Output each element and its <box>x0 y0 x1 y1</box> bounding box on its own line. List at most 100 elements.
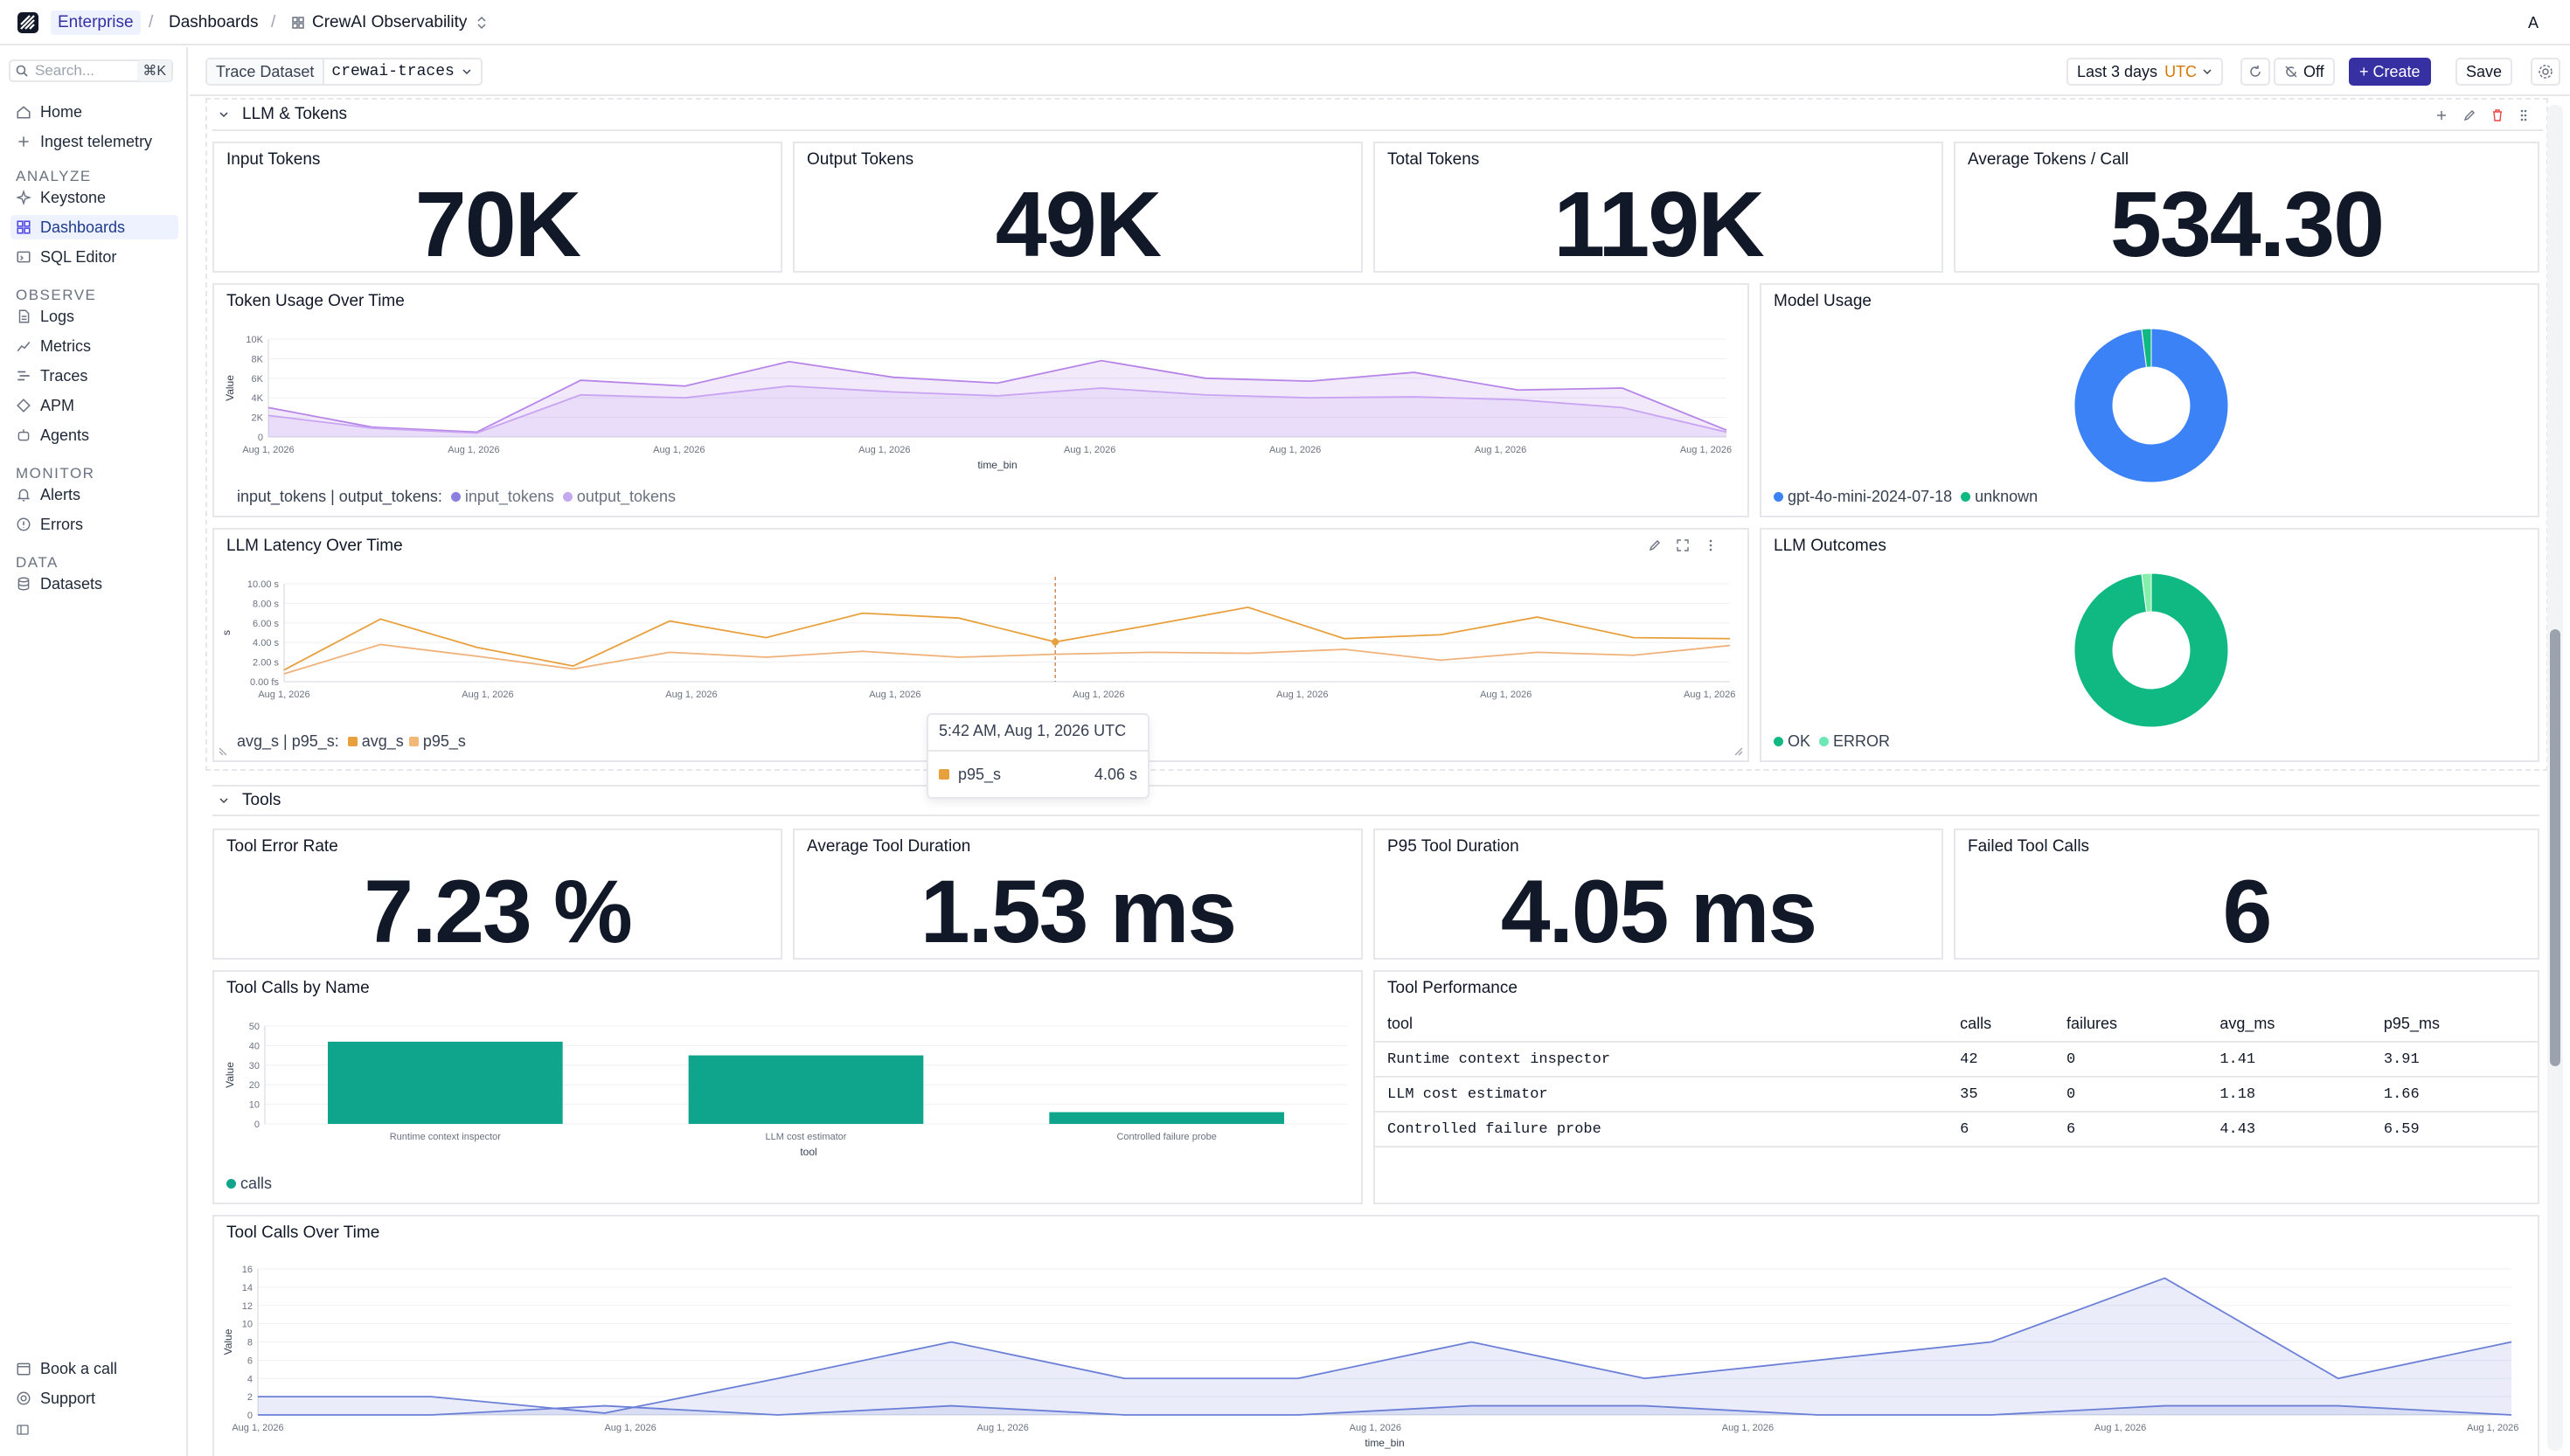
tool-calls-over-time-chart[interactable]: 0 2 4 6 8 10 12 14 16 Aug 1, 2026 Aug 1, 2026 Aug 1… <box>214 1253 2538 1456</box>
avatar[interactable]: A <box>2528 0 2539 45</box>
series-line-input_tokens[interactable] <box>267 359 1727 433</box>
stat-panel-avg-tokens[interactable]: Average Tokens / Call 534.30 <box>1954 142 2539 276</box>
sidebar-item-home[interactable]: Home <box>10 100 178 124</box>
chart-panel-llm-outcomes[interactable]: LLM Outcomes OK ERROR <box>1760 528 2539 762</box>
expand-icon[interactable] <box>1676 538 1690 552</box>
legend-unknown[interactable]: unknown <box>1975 488 2039 505</box>
pencil-icon[interactable] <box>2462 108 2476 122</box>
series-area-output_tokens <box>268 385 1726 437</box>
sidebar-item-label: Datasets <box>40 574 103 593</box>
table-panel-tool-performance[interactable]: Tool Performance tool calls failures avg_ms… <box>1373 970 2539 1204</box>
legend-output-tokens[interactable]: output_tokens <box>576 488 677 505</box>
legend-ok[interactable]: OK <box>1788 732 1811 750</box>
legend-error[interactable]: ERROR <box>1833 732 1891 750</box>
legend-p95-s[interactable]: p95_s <box>422 732 466 750</box>
slice-gpt-4o-mini-2024-07-18[interactable] <box>2073 328 2229 483</box>
llm-outcomes-donut[interactable] <box>2064 563 2239 738</box>
table-cell: 6.59 <box>2371 1112 2538 1147</box>
stat-panel-avg-tool-duration[interactable]: Average Tool Duration 1.53 ms <box>793 829 1363 961</box>
series-line-avg_s[interactable] <box>283 643 1731 675</box>
bar-llm-cost-estimator[interactable] <box>688 1055 924 1124</box>
bar-runtime-context-inspector[interactable] <box>328 1041 563 1124</box>
sidebar-item-book-a-call[interactable]: Book a call <box>10 1356 178 1381</box>
chart-panel-tool-calls-over-time[interactable]: Tool Calls Over Time 0 2 4 6 8 10 12 14 16 Aug 1,… <box>212 1215 2539 1456</box>
hover-point[interactable] <box>1052 638 1059 646</box>
group-header-tools[interactable]: Tools <box>212 785 2539 816</box>
sidebar-item-traces[interactable]: Traces <box>10 364 178 388</box>
collapse-sidebar-button[interactable] <box>16 1423 30 1437</box>
sidebar-item-logs[interactable]: Logs <box>10 304 178 329</box>
plus-icon[interactable] <box>2435 108 2448 122</box>
table-row[interactable]: LLM cost estimator 35 0 1.18 1.66 <box>1375 1077 2538 1113</box>
scrollbar-track[interactable] <box>2547 105 2563 1451</box>
trash-icon[interactable] <box>2490 108 2504 122</box>
sidebar-item-datasets[interactable]: Datasets <box>10 572 178 596</box>
resize-handle-icon[interactable] <box>218 746 228 757</box>
sparkle-icon <box>16 190 31 205</box>
auto-refresh-toggle[interactable]: Off <box>2274 58 2335 86</box>
sidebar-item-agents[interactable]: Agents <box>10 423 178 447</box>
chart-panel-model-usage[interactable]: Model Usage gpt-4o-mini-2024-07-18 unkno… <box>1760 283 2539 517</box>
org-switcher[interactable]: Enterprise <box>51 10 141 35</box>
group-header-llm[interactable]: LLM & Tokens <box>212 100 2543 131</box>
y-axis-label: Value <box>224 1062 236 1088</box>
table-row[interactable]: Runtime context inspector 42 0 1.41 3.91 <box>1375 1042 2538 1078</box>
legend-input-tokens[interactable]: input_tokens <box>464 488 554 505</box>
sidebar-item-errors[interactable]: Errors <box>10 512 178 537</box>
chart-panel-token-usage[interactable]: Token Usage Over Time 0 2K 4K 6K 8K 10K Aug 1,… <box>212 283 1749 517</box>
more-vertical-icon[interactable] <box>1704 538 1718 552</box>
sidebar-item-label: Metrics <box>40 336 91 355</box>
legend-avg-s[interactable]: avg_s <box>361 732 404 750</box>
table-row[interactable]: Controlled failure probe 6 6 4.43 6.59 <box>1375 1112 2538 1147</box>
sidebar-item-apm[interactable]: APM <box>10 393 178 418</box>
resize-handle-icon[interactable] <box>1733 746 1744 757</box>
drag-handle-icon[interactable] <box>2517 108 2531 122</box>
legend-gpt[interactable]: gpt-4o-mini-2024-07-18 <box>1788 488 1953 505</box>
stat-panel-failed-tool-calls[interactable]: Failed Tool Calls 6 <box>1954 829 2539 961</box>
time-range-picker[interactable]: Last 3 days UTC <box>2066 58 2224 86</box>
pencil-icon[interactable] <box>1648 538 1662 552</box>
column-header[interactable]: calls <box>1948 1007 2054 1043</box>
dataset-selector[interactable]: Trace Dataset crewai-traces <box>205 58 483 86</box>
column-header[interactable]: avg_ms <box>2207 1007 2372 1043</box>
column-header[interactable]: failures <box>2053 1007 2208 1043</box>
stat-panel-tool-error-rate[interactable]: Tool Error Rate 7.23 % <box>212 829 782 961</box>
logo[interactable] <box>16 0 40 45</box>
column-header[interactable]: tool <box>1375 1007 1948 1043</box>
slice-error[interactable] <box>2141 572 2152 613</box>
sidebar-item-sql-editor[interactable]: SQL Editor <box>10 245 178 269</box>
stat-panel-output-tokens[interactable]: Output Tokens 49K <box>793 142 1363 276</box>
scrollbar-thumb[interactable] <box>2550 629 2560 1066</box>
column-header[interactable]: p95_ms <box>2371 1007 2538 1043</box>
sidebar-item-support[interactable]: Support <box>10 1386 178 1411</box>
sidebar-section-title: DATA <box>16 554 59 571</box>
sidebar-item-keystone[interactable]: Keystone <box>10 185 178 210</box>
model-usage-donut[interactable] <box>2064 318 2239 493</box>
chart-panel-tool-calls-by-name[interactable]: Tool Calls by Name 0 10 20 30 40 50 Value Runti… <box>212 970 1363 1204</box>
dashboard-switcher[interactable]: CrewAI Observability <box>291 0 488 45</box>
stat-panel-total-tokens[interactable]: Total Tokens 119K <box>1373 142 1943 276</box>
stat-panel-input-tokens[interactable]: Input Tokens 70K <box>212 142 782 276</box>
sidebar-item-dashboards[interactable]: Dashboards <box>10 215 178 239</box>
series-line-p95_s[interactable] <box>283 606 1731 671</box>
sidebar-toggle-icon <box>17 1425 29 1435</box>
save-button[interactable]: Save <box>2455 58 2513 86</box>
tool-calls-bar-chart[interactable]: 0 10 20 30 40 50 Value Runtime context inspecto… <box>214 1009 1361 1183</box>
llm-latency-chart[interactable]: 0.00 fs 2.00 s 4.00 s 6.00 s 8.00 s 10.00 s Au… <box>214 566 1747 741</box>
token-usage-chart[interactable]: 0 2K 4K 6K 8K 10K Aug 1, 2026 Aug 1, 2026 Aug 1,… <box>214 322 1747 496</box>
search-input[interactable]: Search... ⌘K <box>9 59 173 82</box>
refresh-button[interactable] <box>2240 58 2270 86</box>
bar-controlled-failure-probe[interactable] <box>1049 1112 1284 1124</box>
slice-ok[interactable] <box>2073 572 2229 728</box>
series-line-failures[interactable] <box>258 1404 2512 1416</box>
sidebar-item-alerts[interactable]: Alerts <box>10 482 178 507</box>
settings-button[interactable] <box>2531 58 2560 86</box>
stat-panel-p95-tool-duration[interactable]: P95 Tool Duration 4.05 ms <box>1373 829 1943 961</box>
series-line-output_tokens[interactable] <box>267 385 1727 434</box>
legend-calls[interactable]: calls <box>240 1175 273 1192</box>
sidebar-item-ingest-telemetry[interactable]: Ingest telemetry <box>10 129 178 154</box>
breadcrumb-dashboards[interactable]: Dashboards <box>169 13 259 31</box>
create-button[interactable]: + Create <box>2349 58 2431 86</box>
sidebar-item-metrics[interactable]: Metrics <box>10 334 178 358</box>
slice-unknown[interactable] <box>2141 328 2152 368</box>
